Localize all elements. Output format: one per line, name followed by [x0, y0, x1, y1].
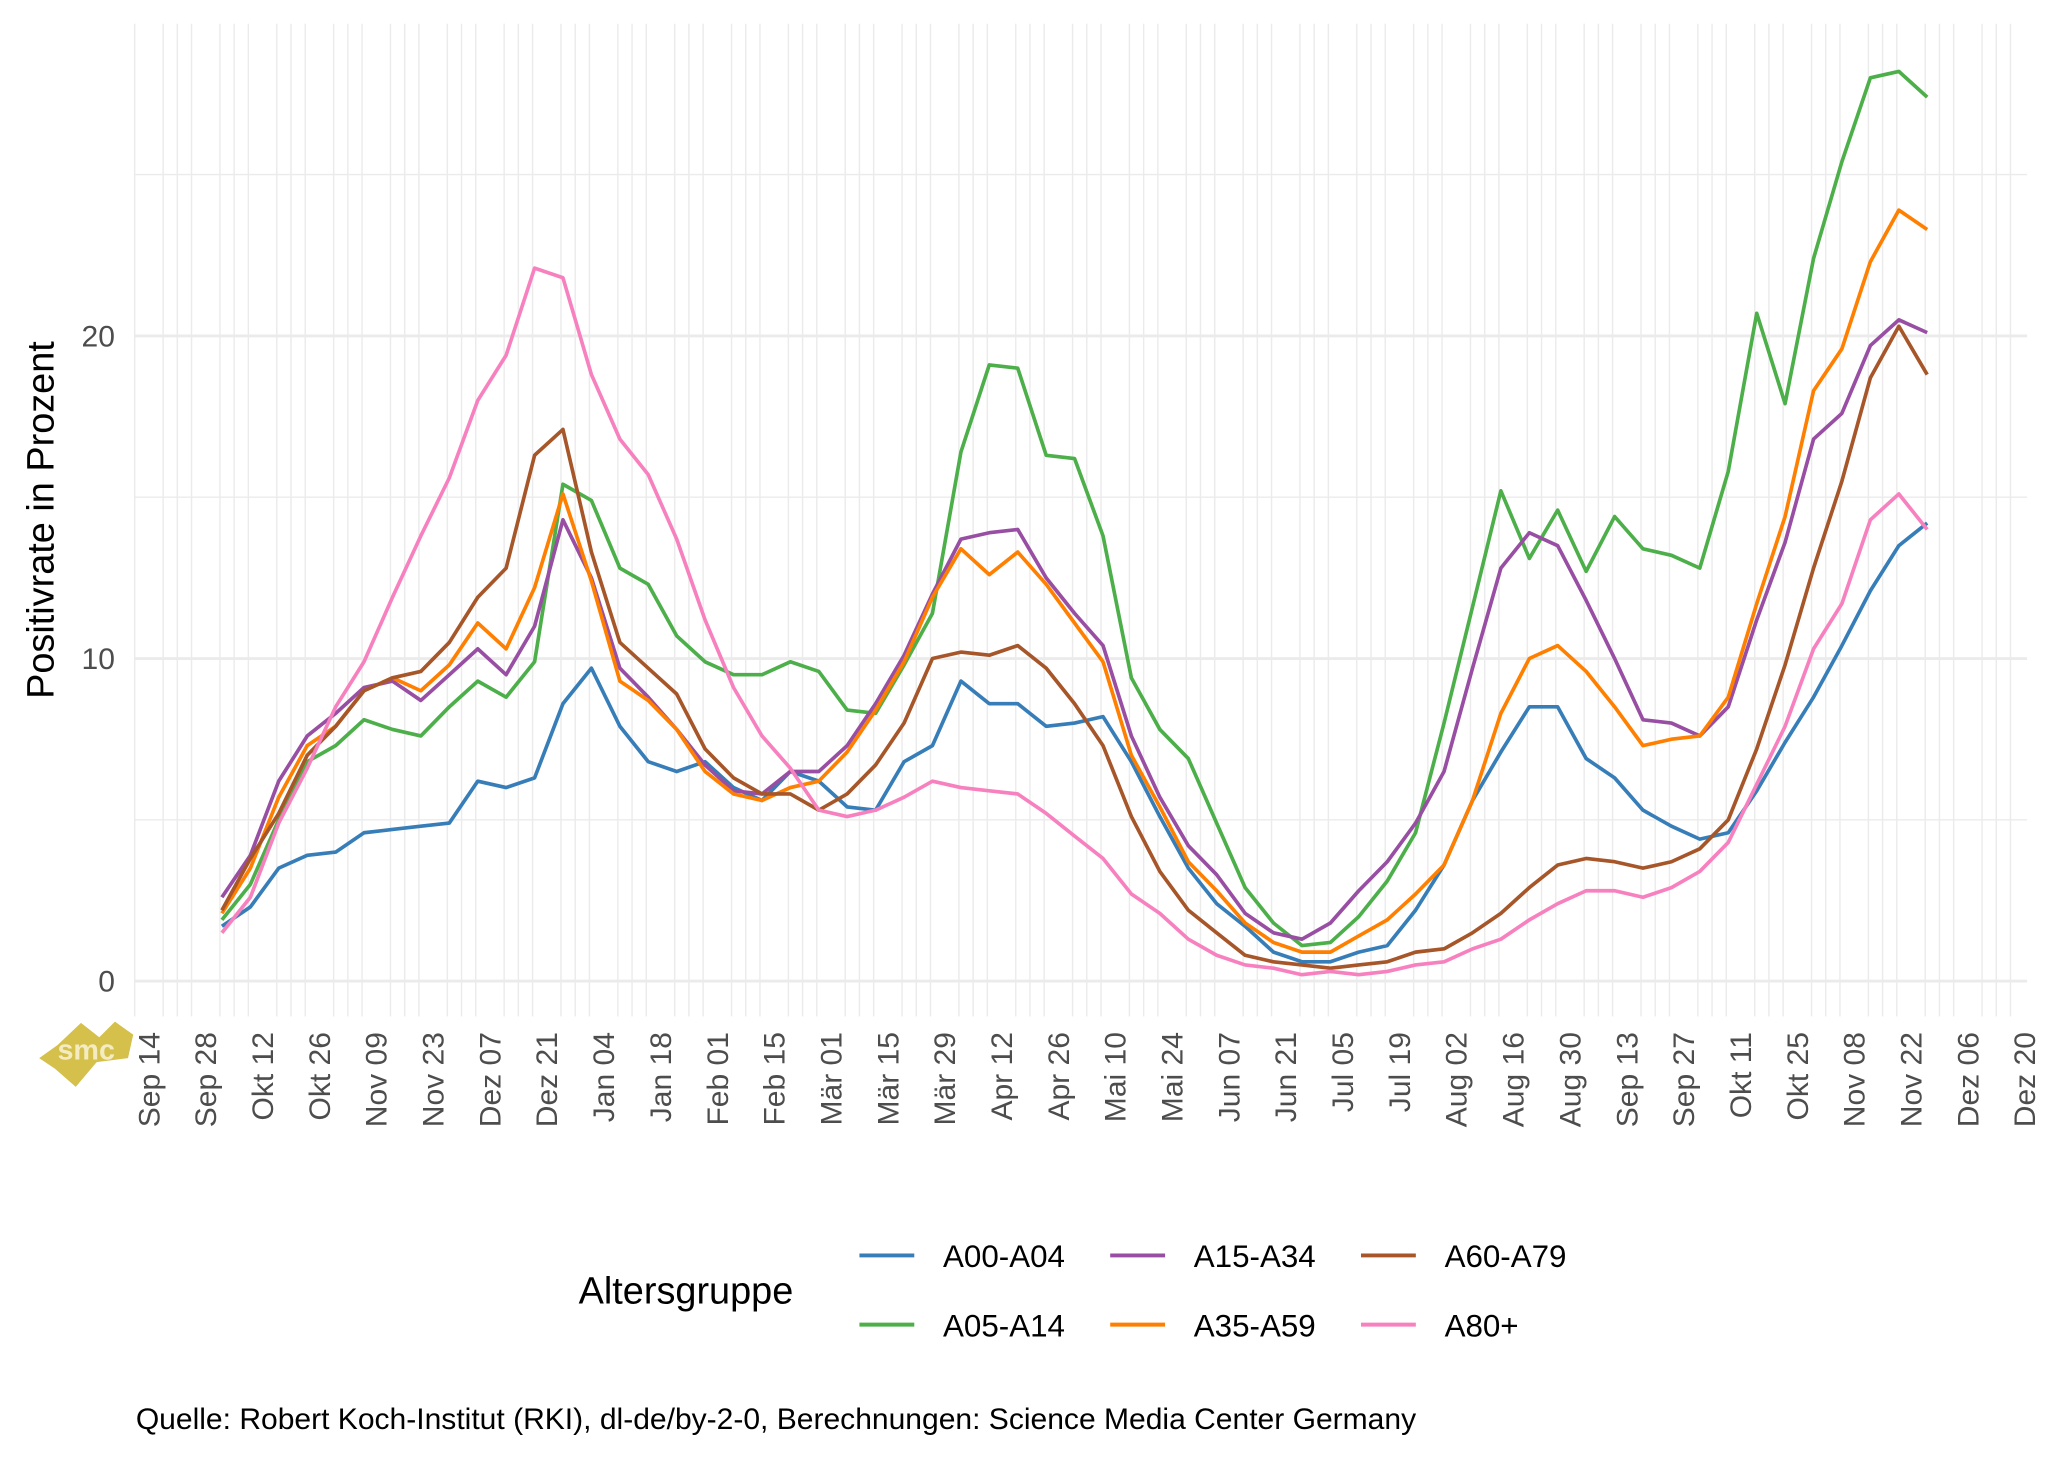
x-tick-label: Jul 05: [1327, 1032, 1360, 1112]
x-tick-label: Jul 19: [1384, 1032, 1417, 1112]
series-line-a00-a04: [220, 521, 1929, 964]
legend-title: Altersgruppe: [579, 1271, 794, 1313]
x-tick-label: Sep 14: [133, 1032, 166, 1127]
legend-label: A60-A79: [1445, 1239, 1567, 1274]
series-lines: [220, 69, 1929, 977]
legend: Altersgruppe A00-A04 A05-A14 A15-A34 A35-A5…: [579, 1239, 1567, 1343]
y-tick-label: 0: [98, 966, 115, 999]
x-tick-label: Sep 28: [190, 1032, 223, 1127]
x-tick-label: Nov 23: [418, 1032, 451, 1127]
y-tick-label: 10: [82, 643, 115, 676]
legend-label: A15-A34: [1194, 1239, 1316, 1274]
series-line-a60-a79: [220, 324, 1929, 971]
legend-label: A05-A14: [943, 1308, 1065, 1343]
x-tick-label: Nov 22: [1895, 1032, 1928, 1127]
x-tick-label: Okt 12: [247, 1032, 280, 1120]
legend-item: A05-A14: [859, 1308, 1065, 1343]
x-axis-ticks: Sep 14 Sep 28 Okt 12 Okt 26 Nov 09 Nov 23 Dez …: [133, 1032, 2042, 1127]
series-line-a80plus: [220, 266, 1929, 977]
x-tick-label: Feb 15: [759, 1032, 792, 1126]
legend-item: A35-A59: [1110, 1308, 1316, 1343]
series-line-a35-a59: [220, 208, 1929, 954]
x-tick-label: Jan 04: [588, 1032, 621, 1122]
x-tick-label: Mai 24: [1157, 1032, 1190, 1122]
smc-logo-text: smc: [57, 1034, 115, 1066]
legend-item: A80+: [1360, 1308, 1519, 1343]
x-tick-label: Feb 01: [702, 1032, 735, 1126]
x-tick-label: Aug 30: [1554, 1032, 1587, 1127]
x-tick-label: Mai 10: [1100, 1032, 1133, 1122]
x-tick-label: Okt 25: [1782, 1032, 1815, 1120]
x-tick-label: Okt 26: [304, 1032, 337, 1120]
y-axis-ticks: 0 10 20: [82, 320, 115, 998]
x-tick-label: Aug 16: [1498, 1032, 1531, 1127]
y-axis-title: Positivrate in Prozent: [21, 341, 63, 699]
legend-item: A15-A34: [1110, 1239, 1316, 1274]
x-tick-label: Mär 15: [872, 1032, 905, 1125]
x-tick-label: Jun 07: [1213, 1032, 1246, 1122]
x-tick-label: Apr 26: [1043, 1032, 1076, 1120]
x-tick-label: Okt 11: [1725, 1032, 1758, 1118]
x-tick-label: Jan 18: [645, 1032, 678, 1122]
series-line-a05-a14: [220, 69, 1929, 948]
y-tick-label: 20: [82, 320, 115, 353]
x-tick-label: Dez 20: [2009, 1032, 2042, 1127]
smc-logo-shape: [39, 1021, 134, 1087]
x-tick-label: Dez 06: [1952, 1032, 1985, 1127]
x-tick-label: Dez 21: [531, 1032, 564, 1127]
x-tick-label: Sep 27: [1668, 1032, 1701, 1127]
x-tick-label: Dez 07: [474, 1032, 507, 1127]
x-tick-label: Jun 21: [1270, 1032, 1303, 1122]
caption: Quelle: Robert Koch-Institut (RKI), dl-d…: [136, 1403, 1416, 1436]
x-tick-label: Sep 13: [1611, 1032, 1644, 1127]
series-line-a15-a34: [220, 318, 1928, 942]
x-tick-label: Mär 29: [929, 1032, 962, 1125]
x-tick-label: Apr 12: [986, 1032, 1019, 1120]
legend-label: A80+: [1445, 1308, 1519, 1343]
x-tick-label: Aug 02: [1441, 1032, 1474, 1127]
legend-label: A00-A04: [943, 1239, 1065, 1274]
legend-item: A60-A79: [1360, 1239, 1567, 1274]
legend-item: A00-A04: [859, 1239, 1065, 1274]
x-tick-label: Nov 08: [1839, 1032, 1872, 1127]
smc-logo: smc: [39, 1021, 134, 1087]
x-tick-label: Nov 09: [361, 1032, 394, 1127]
grid: [133, 23, 2028, 1017]
x-tick-label: Mär 01: [815, 1032, 848, 1125]
legend-label: A35-A59: [1194, 1308, 1316, 1343]
